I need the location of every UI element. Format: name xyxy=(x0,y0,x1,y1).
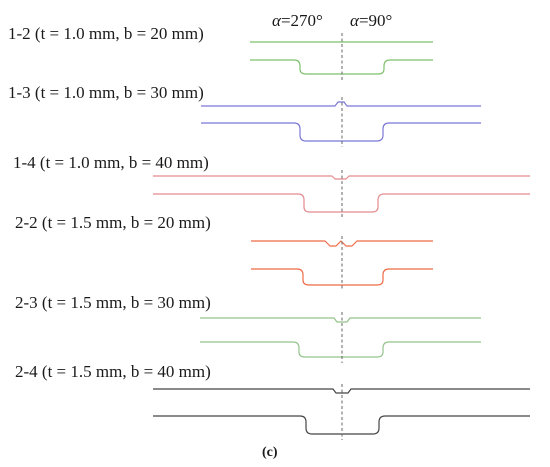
specimen-label-2-4: 2-4 (t = 1.5 mm, b = 40 mm) xyxy=(15,362,211,381)
angle-label-90: α=90° xyxy=(350,11,392,30)
profile-1-3-upper xyxy=(201,101,481,107)
profile-group-1-3 xyxy=(201,101,481,142)
profile-group-2-2 xyxy=(251,240,433,286)
angle-label-270: α=270° xyxy=(272,11,323,30)
specimen-label-2-3: 2-3 (t = 1.5 mm, b = 30 mm) xyxy=(15,293,211,312)
profile-2-4-upper xyxy=(153,388,530,394)
specimen-label-1-4: 1-4 (t = 1.0 mm, b = 40 mm) xyxy=(13,153,209,172)
profile-2-3-upper xyxy=(200,317,481,323)
profile-group-1-4 xyxy=(153,175,530,213)
profile-1-4-upper xyxy=(153,175,530,180)
specimen-label-1-3: 1-3 (t = 1.0 mm, b = 30 mm) xyxy=(8,83,204,102)
figure-caption: (c) xyxy=(262,445,278,460)
profile-2-2-upper xyxy=(251,240,433,247)
profile-1-4-lower xyxy=(153,193,530,213)
specimen-label-1-2: 1-2 (t = 1.0 mm, b = 20 mm) xyxy=(8,24,204,43)
profile-group-2-3 xyxy=(200,317,481,358)
profile-1-3-lower xyxy=(201,122,481,142)
profile-2-3-lower xyxy=(200,341,481,358)
profile-2-2-lower xyxy=(251,268,433,286)
specimen-label-2-2: 2-2 (t = 1.5 mm, b = 20 mm) xyxy=(15,213,211,232)
